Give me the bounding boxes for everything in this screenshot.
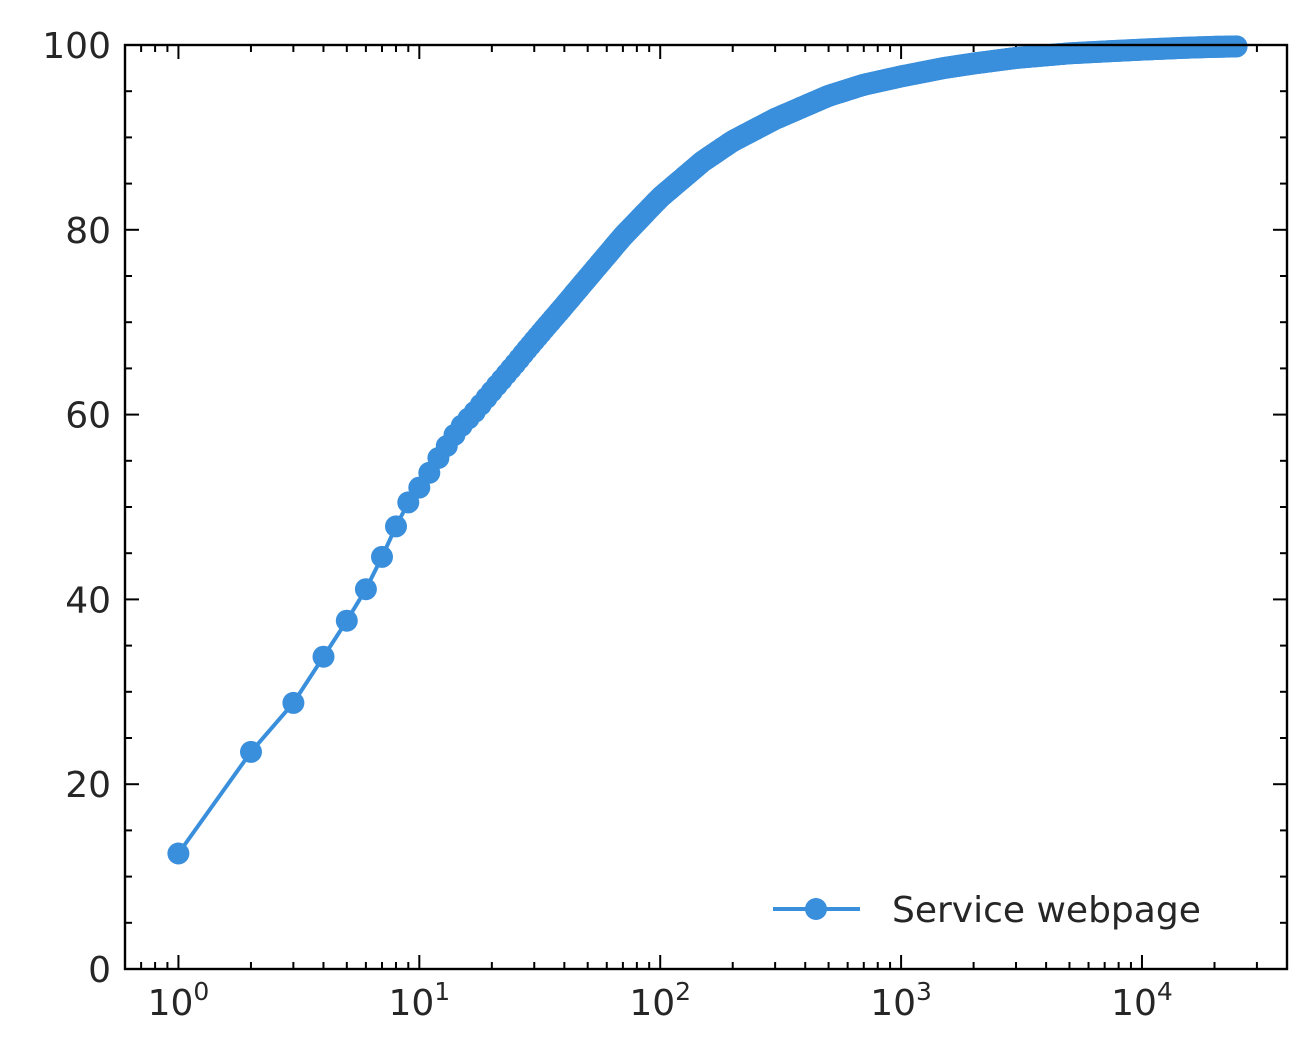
x-tick-exponent: 2 — [675, 977, 691, 1006]
y-tick-label: 80 — [65, 211, 111, 252]
data-point — [1225, 35, 1248, 58]
data-point — [335, 609, 358, 632]
data-point — [167, 842, 190, 865]
x-tick-base: 10 — [388, 983, 434, 1024]
axis-ticks — [124, 44, 1288, 970]
x-tick-label: 104 — [1111, 977, 1173, 1024]
data-point — [282, 691, 305, 714]
data-point — [354, 578, 377, 601]
x-tick-base: 10 — [1111, 983, 1157, 1024]
data-point — [312, 645, 335, 668]
x-tick-exponent: 3 — [916, 977, 932, 1006]
legend-marker — [805, 898, 827, 920]
legend: Service webpage — [773, 890, 1201, 931]
x-tick-exponent: 1 — [434, 977, 450, 1006]
data-point — [371, 545, 393, 568]
y-tick-label: 40 — [65, 580, 111, 621]
x-tick-exponent: 0 — [193, 977, 209, 1006]
y-tick-label: 100 — [42, 26, 111, 67]
data-point — [385, 515, 407, 538]
data-point — [240, 740, 262, 763]
y-tick-label: 20 — [65, 765, 111, 806]
x-tick-label: 103 — [870, 977, 932, 1024]
x-tick-exponent: 4 — [1157, 977, 1173, 1006]
x-tick-base: 10 — [148, 983, 194, 1024]
x-tick-base: 10 — [870, 983, 916, 1024]
plot-frame — [123, 43, 1289, 971]
x-tick-base: 10 — [629, 983, 675, 1024]
legend-label: Service webpage — [892, 890, 1201, 931]
series-layer — [167, 35, 1248, 865]
x-tick-label: 100 — [148, 977, 210, 1024]
x-tick-label: 101 — [388, 977, 450, 1024]
x-tick-label: 102 — [629, 977, 691, 1024]
y-tick-label: 60 — [65, 396, 111, 437]
y-tick-label: 0 — [88, 950, 111, 991]
